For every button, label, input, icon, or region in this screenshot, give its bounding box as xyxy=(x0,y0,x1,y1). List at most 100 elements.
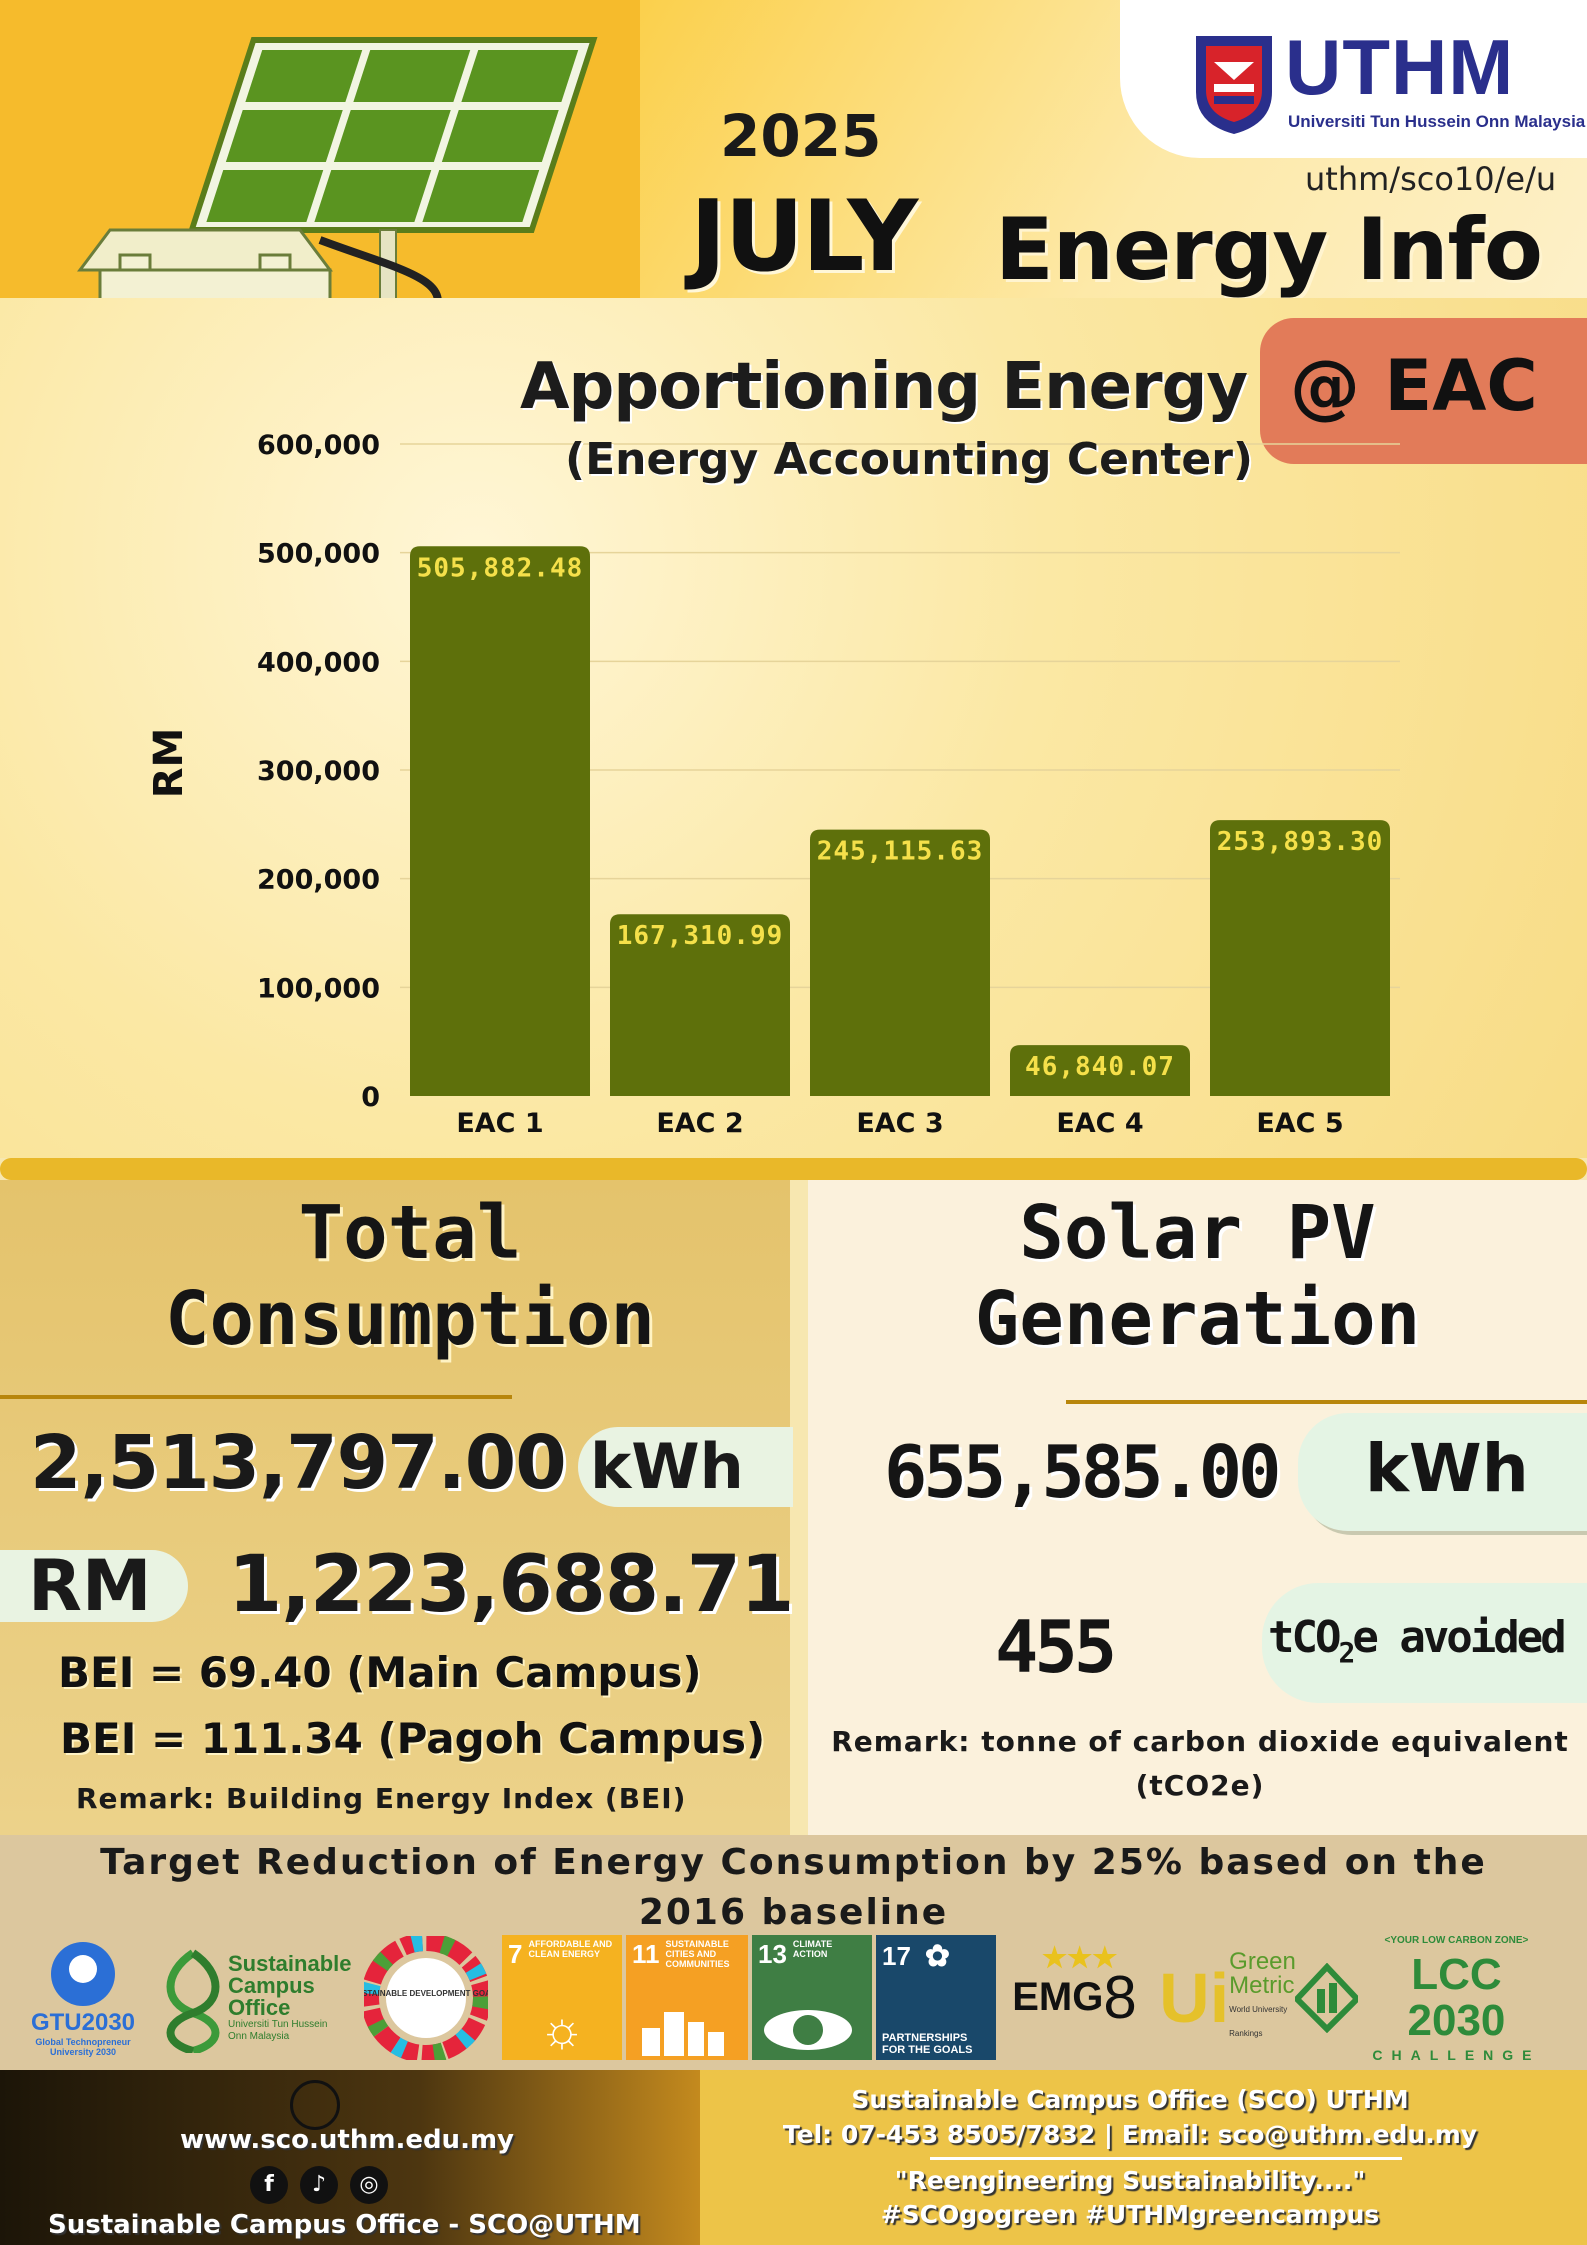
chart-subtitle: (Energy Accounting Center) xyxy=(565,434,1254,485)
chart-y-tick-label: 600,000 xyxy=(257,430,380,461)
chart-bar-2 xyxy=(610,914,790,1096)
report-month: JULY xyxy=(690,180,918,294)
chart-bar-3 xyxy=(810,829,990,1096)
emg-logo: EMG 8 ★★★ xyxy=(1012,1942,1137,2031)
sdg11-tile: 11 SUSTAINABLE CITIES AND COMMUNITIES xyxy=(626,1935,748,2060)
bar-chart: 0 100,000 200,000 300,000 400,000 500,000 600,… xyxy=(146,430,1400,1139)
chart-data-label-4: 46,840.07 xyxy=(1025,1052,1175,1082)
eac-tag xyxy=(1260,318,1587,464)
page-title: Energy Info xyxy=(995,200,1543,300)
rm-unit-pill xyxy=(0,1550,188,1622)
office-name: Sustainable Campus Office (SCO) UTHM xyxy=(851,2085,1409,2114)
chart-y-tick-label: 200,000 xyxy=(257,865,380,896)
sco-logo: Sustainable Campus Office Universiti Tun… xyxy=(158,1935,358,2060)
chart-x-tick-label-3: EAC 3 xyxy=(856,1108,943,1139)
sdg-wheel-icon: SUSTAINABLE DEVELOPMENT GOALS xyxy=(364,1935,488,2060)
solar-pv-kwh-value: 655,585.00 xyxy=(884,1430,1281,1514)
solar-pv-title-line2: Generation xyxy=(974,1276,1421,1362)
total-consumption-rule xyxy=(0,1395,512,1399)
chart-x-tick-label-2: EAC 2 xyxy=(656,1108,743,1139)
co2-remark: Remark: tonne of carbon dioxide equivale… xyxy=(831,1725,1569,1802)
city-buildings-icon xyxy=(642,2012,724,2056)
uthm-logo-text: UTHM xyxy=(1285,23,1515,111)
chart-bar-4 xyxy=(1010,1045,1190,1096)
chart-y-tick-label: 400,000 xyxy=(257,647,380,678)
uthm-crest-icon xyxy=(1196,36,1272,134)
instagram-icon[interactable]: ◎ xyxy=(350,2166,388,2204)
lcc-diamond-icon xyxy=(1295,1962,1358,2033)
solar-pv-title: Solar PV Generation xyxy=(808,1190,1587,1362)
chart-data-label-5: 253,893.30 xyxy=(1217,827,1384,857)
section-divider xyxy=(0,1158,1587,1180)
chart-x-ticks: EAC 1 EAC 2 EAC 3 EAC 4 EAC 5 xyxy=(456,1108,1343,1139)
sdg7-tile: 7 AFFORDABLE AND CLEAN ENERGY ☼ xyxy=(502,1935,622,2060)
chart-data-label-3: 245,115.63 xyxy=(817,837,984,867)
sdg-wheel-text: SUSTAINABLE DEVELOPMENT GOALS xyxy=(364,1989,488,1998)
chart-y-tick-label: 0 xyxy=(361,1082,380,1113)
uthm-logo-subtitle: Universiti Tun Hussein Onn Malaysia xyxy=(1288,112,1586,131)
chart-bars xyxy=(410,546,1390,1096)
chart-data-labels: 505,882.48 167,310.99 245,115.63 46,840.07 2… xyxy=(417,553,1384,1082)
report-year: 2025 xyxy=(720,102,882,170)
chart-y-tick-label: 500,000 xyxy=(257,539,380,570)
ui-mark-icon: Ui xyxy=(1159,1958,1230,2037)
lcc2030-logo: <YOUR LOW CARBON ZONE> LCC 2030 CHALLENG… xyxy=(1295,1935,1555,2063)
solar-pv-title-line1: Solar PV xyxy=(1019,1190,1376,1276)
total-consumption-kwh-value: 2,513,797.00 xyxy=(30,1420,567,1506)
total-consumption-rm-value: 1,223,688.71 xyxy=(228,1540,794,1630)
chart-data-label-2: 167,310.99 xyxy=(617,921,784,951)
sdg17-tile: 17 ✿ PARTNERSHIPS FOR THE GOALS xyxy=(876,1935,996,2060)
slogan: "Reengineering Sustainability...." xyxy=(894,2166,1366,2195)
earth-eye-icon xyxy=(764,2010,852,2050)
co2-avoided-value: 455 xyxy=(995,1605,1117,1689)
chart-bar-1 xyxy=(410,546,590,1096)
gtu2030-logo: GTU2030 Global Technopreneur University … xyxy=(18,1935,148,2060)
total-consumption-title-line2: Consumption xyxy=(164,1276,656,1362)
chart-data-label-1: 505,882.48 xyxy=(417,553,584,583)
chart-bar-5 xyxy=(1210,820,1390,1096)
chart-y-ticks: 0 100,000 200,000 300,000 400,000 500,000 600,… xyxy=(257,430,380,1113)
kwh-unit-label: kWh xyxy=(590,1430,744,1503)
gtu-head-icon xyxy=(51,1941,115,2006)
hashtags: #SCOgogreen #UTHMgreencampus xyxy=(880,2200,1380,2229)
document-code: uthm/sco10/e/u xyxy=(1305,160,1557,198)
target-text: Target Reduction of Energy Consumption b… xyxy=(100,1842,1487,1933)
solar-kwh-unit-label: kWh xyxy=(1365,1430,1529,1507)
footer-rule xyxy=(930,2157,1402,2160)
emg-stars-icon: ★★★ xyxy=(1042,1942,1118,1973)
solar-pv-rule xyxy=(1066,1400,1587,1404)
total-consumption-title: Total Consumption xyxy=(0,1190,820,1362)
footer-left xyxy=(0,2070,700,2245)
chart-x-tick-label-1: EAC 1 xyxy=(456,1108,543,1139)
globe-icon xyxy=(290,2080,340,2130)
tiktok-icon[interactable]: ♪ xyxy=(300,2166,338,2204)
total-consumption-title-line1: Total xyxy=(298,1190,522,1276)
chart-y-axis-label: RM xyxy=(146,728,192,799)
chart-y-tick-label: 100,000 xyxy=(257,973,380,1004)
rm-unit-label: RM xyxy=(28,1545,152,1627)
total-consumption-panel xyxy=(0,1180,790,1835)
kwh-unit-pill xyxy=(578,1427,793,1507)
bei-remark: Remark: Building Energy Index (BEI) xyxy=(76,1782,687,1815)
bei-pagoh-campus: BEI = 111.34 (Pagoh Campus) xyxy=(60,1714,766,1763)
eac-tag-label: @ EAC xyxy=(1290,345,1538,427)
chart-x-tick-label-5: EAC 5 xyxy=(1256,1108,1343,1139)
social-account-name: Sustainable Campus Office - SCO@UTHM xyxy=(48,2210,641,2240)
chart-x-tick-label-4: EAC 4 xyxy=(1056,1108,1143,1139)
solar-kwh-unit-pill xyxy=(1298,1413,1587,1531)
co2-unit-suffix: e avoided xyxy=(1352,1612,1566,1663)
facebook-icon[interactable]: f xyxy=(250,2166,288,2204)
co2-unit-label: tCO2e avoided xyxy=(1268,1612,1567,1669)
chart-y-tick-label: 300,000 xyxy=(257,756,380,787)
sdg-wheel-logo: SUSTAINABLE DEVELOPMENT GOALS xyxy=(362,1935,490,2060)
website-link[interactable]: www.sco.uthm.edu.my xyxy=(180,2125,514,2155)
ui-greenmetric-logo: Ui Green Metric World University Ranking… xyxy=(1159,1947,1296,2038)
co2-unit-pill xyxy=(1262,1583,1587,1703)
co2-unit-prefix: tCO xyxy=(1268,1612,1342,1663)
chart-title: Apportioning Energy xyxy=(520,350,1248,424)
sco-leaf-icon xyxy=(166,1949,220,2053)
co2-unit-subscript: 2 xyxy=(1338,1635,1355,1669)
emg-eight-icon: 8 xyxy=(1103,1964,1137,2031)
partnership-flower-icon: ✿ xyxy=(924,1940,951,1973)
office-contact: Tel: 07-453 8505/7832 | Email: sco@uthm.… xyxy=(782,2120,1478,2149)
